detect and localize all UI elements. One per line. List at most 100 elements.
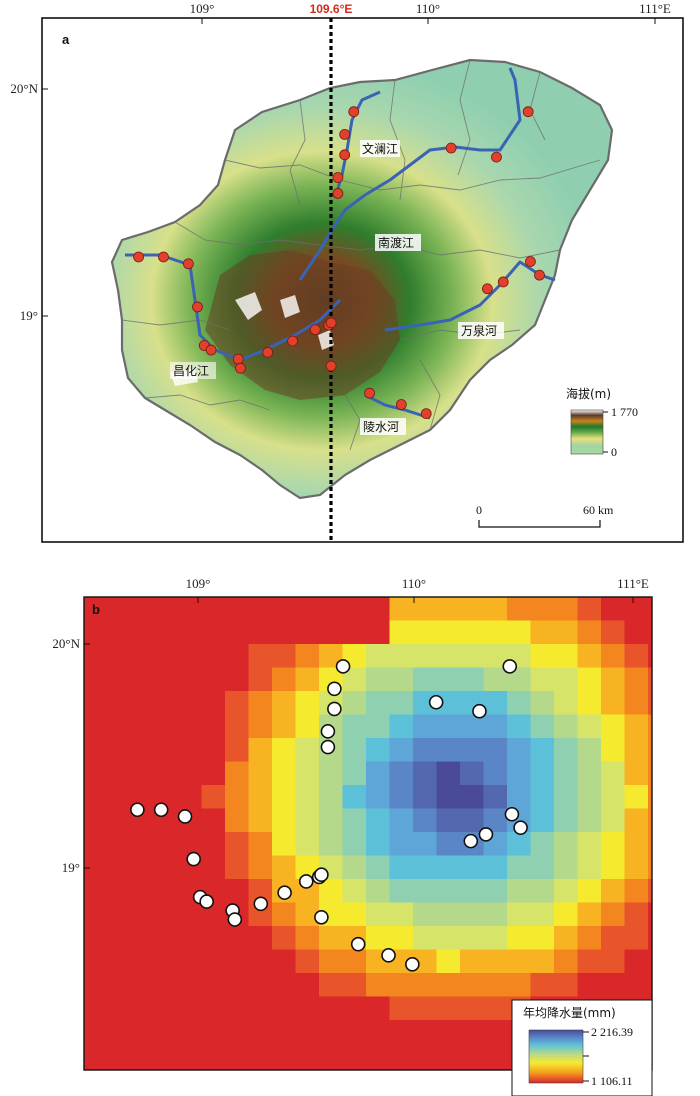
precip-cell [178, 667, 202, 692]
panel-a-lat-tick-2: 19° [20, 308, 38, 323]
precip-cell [154, 1067, 179, 1070]
precip-cell [107, 949, 132, 974]
precip-cell [507, 855, 531, 880]
precip-cell [554, 785, 578, 809]
precip-cell [460, 738, 484, 762]
precip-cell [389, 902, 414, 927]
precip-cell [601, 949, 625, 974]
precip-cell [460, 667, 484, 692]
precip-cell [295, 667, 320, 692]
precip-cell [483, 879, 508, 903]
precip-cell [530, 855, 555, 880]
precip-cell [225, 973, 249, 997]
precip-cell [225, 691, 249, 715]
precip-cell [389, 996, 414, 1021]
precip-cell [225, 785, 249, 809]
precip-cell [460, 1020, 484, 1044]
precip-cell [389, 620, 414, 645]
panel-b-lon-tick-2: 110° [402, 576, 426, 591]
precip-cell [131, 597, 155, 621]
precip-cell [131, 902, 155, 927]
precip-cell [554, 879, 578, 903]
precip-cell [413, 1067, 437, 1070]
precip-cell [84, 1020, 108, 1044]
precip-cell [366, 996, 390, 1021]
precip-cell [554, 949, 578, 974]
precip-cell [154, 832, 179, 856]
precip-cell [248, 973, 273, 997]
station-marker-a [158, 251, 169, 263]
precip-cell [107, 1020, 132, 1044]
precip-cell [84, 879, 108, 903]
precip-cell [389, 832, 414, 856]
panel-a-lon-tick-3: 111°E [639, 1, 671, 16]
precip-cell [131, 855, 155, 880]
precip-cell [554, 808, 578, 833]
precip-cell [342, 855, 367, 880]
precip-cell [483, 597, 508, 621]
precip-cell [131, 949, 155, 974]
precip-cell [366, 1020, 390, 1044]
station-marker-a [481, 283, 493, 295]
precip-cell [107, 691, 132, 715]
precip-cell [84, 667, 108, 692]
precip-cell [554, 832, 578, 856]
station-marker-a [133, 251, 144, 263]
precip-cell [413, 761, 437, 786]
precip-cell [225, 738, 249, 762]
station-marker-a [348, 106, 360, 118]
precip-cell [342, 714, 367, 739]
precip-cell [436, 855, 461, 880]
station-marker-a [287, 335, 299, 347]
precip-cell [530, 926, 555, 950]
panel-a-lon-tick-2: 110° [416, 1, 440, 16]
precip-cell [201, 973, 226, 997]
precip-cell [319, 832, 343, 856]
precip-cell [507, 785, 531, 809]
precip-cell [107, 761, 132, 786]
precip-cell [483, 1043, 508, 1068]
precip-cell [530, 620, 555, 645]
precip-cell [436, 761, 461, 786]
precip-cell [624, 973, 649, 997]
precip-cell [131, 926, 155, 950]
precip-cell [413, 855, 437, 880]
precip-cell [601, 785, 625, 809]
precip-cell [389, 855, 414, 880]
precip-cell [389, 785, 414, 809]
panel-b-lat-tick-1: 20°N [52, 636, 80, 651]
precip-cell [554, 902, 578, 927]
precip-cell [319, 949, 343, 974]
station-marker-a [332, 172, 344, 183]
station-marker-b [314, 909, 329, 925]
precip-cell [624, 597, 649, 621]
precip-cell [84, 1067, 108, 1070]
precip-cell [460, 644, 484, 668]
station-marker-a [205, 344, 217, 356]
precip-cell [436, 714, 461, 739]
precip-cell [201, 597, 226, 621]
precip-cell [601, 855, 625, 880]
precip-cell [154, 879, 179, 903]
precip-cell [413, 879, 437, 903]
precip-cell [554, 738, 578, 762]
station-marker-b [153, 802, 169, 818]
precip-cell [84, 902, 108, 927]
scale-bar-zero: 0 [476, 503, 482, 517]
precip-cell [483, 1020, 508, 1044]
precip-cell [601, 667, 625, 692]
precip-cell [248, 714, 273, 739]
precip-cell [107, 996, 132, 1021]
precip-cell [577, 973, 602, 997]
precip-cell [225, 879, 249, 903]
precip-cell [389, 808, 414, 833]
precip-cell [178, 761, 202, 786]
precip-cell [154, 973, 179, 997]
precip-cell [483, 761, 508, 786]
precip-cell [248, 996, 273, 1021]
precip-cell [225, 761, 249, 786]
precip-cell [601, 761, 625, 786]
precip-cell [319, 761, 343, 786]
precip-cell [201, 996, 226, 1021]
precip-cell [366, 738, 390, 762]
